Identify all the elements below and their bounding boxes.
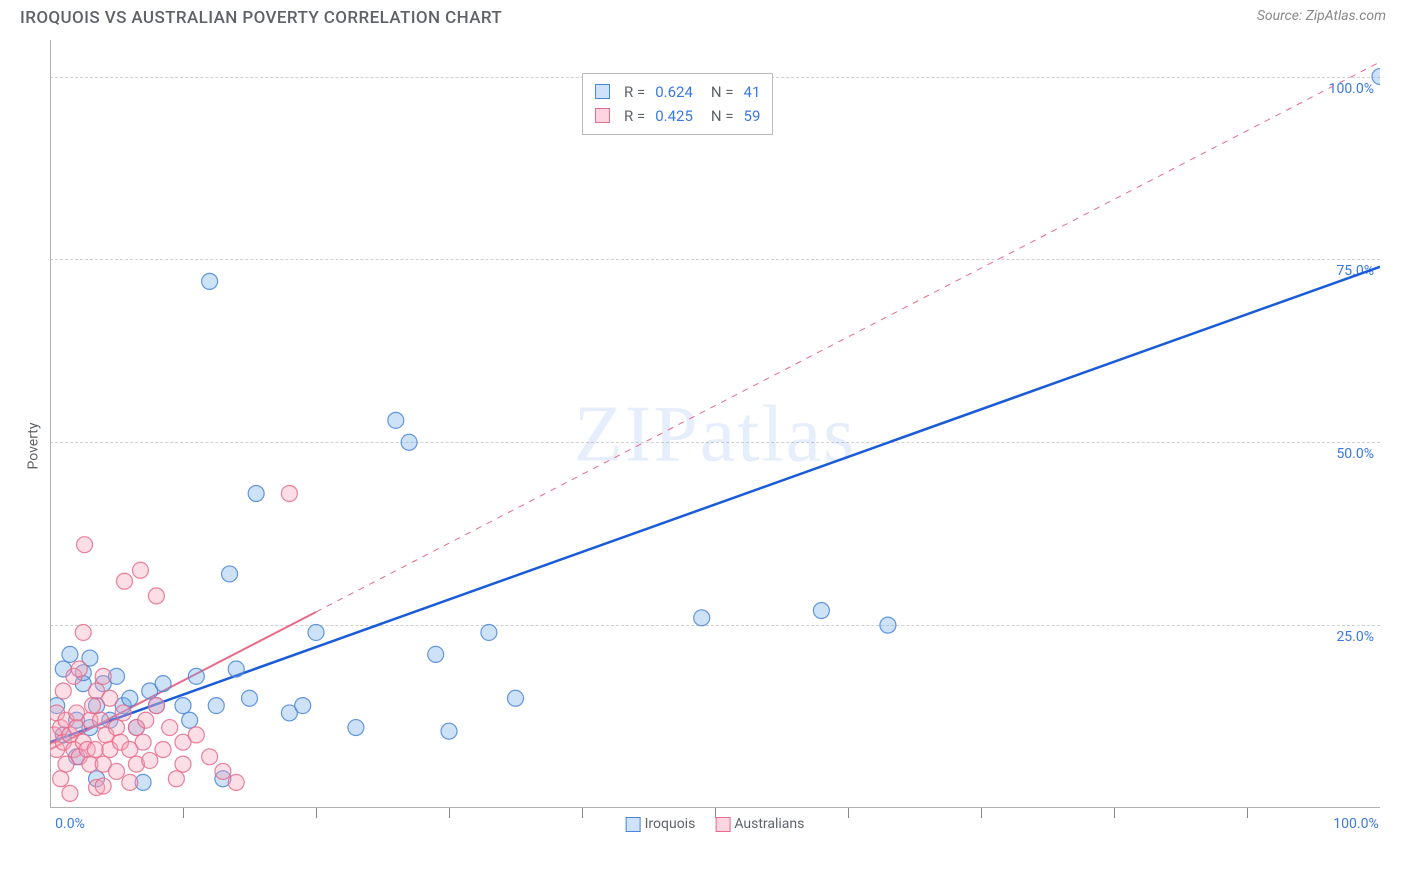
data-point — [148, 698, 164, 714]
data-point — [102, 690, 118, 706]
data-point — [202, 273, 218, 289]
data-point — [428, 646, 444, 662]
data-point — [122, 774, 138, 790]
stat-n-value: 59 — [744, 104, 761, 128]
data-point — [53, 771, 69, 787]
data-point — [148, 588, 164, 604]
data-point — [138, 712, 154, 728]
data-point — [248, 485, 264, 501]
data-point — [188, 668, 204, 684]
data-point — [175, 756, 191, 772]
data-point — [202, 749, 218, 765]
legend-swatch — [626, 817, 641, 832]
data-point — [77, 537, 93, 553]
data-point — [1372, 69, 1380, 85]
data-point — [109, 720, 125, 736]
chart-plot-area: 25.0%50.0%75.0%100.0%0.0%100.0%ZIPatlasI… — [50, 40, 1380, 830]
data-point — [880, 617, 896, 633]
data-point — [208, 698, 224, 714]
stats-swatch — [595, 84, 610, 99]
stat-r-value: 0.624 — [655, 80, 693, 104]
y-axis-label: Poverty — [26, 422, 42, 469]
chart-title: IROQUOIS VS AUSTRALIAN POVERTY CORRELATI… — [20, 8, 502, 28]
data-point — [222, 566, 238, 582]
data-point — [168, 771, 184, 787]
data-point — [116, 573, 132, 589]
data-point — [348, 720, 364, 736]
source-credit: Source: ZipAtlas.com — [1257, 8, 1386, 24]
legend-item: Australians — [715, 816, 804, 832]
data-point — [401, 434, 417, 450]
data-point — [95, 668, 111, 684]
stats-box: R =0.624 N =41R =0.425 N =59 — [582, 73, 773, 135]
stat-n-value: 41 — [744, 80, 761, 104]
stat-r-value: 0.425 — [655, 104, 693, 128]
stats-row: R =0.624 N =41 — [595, 80, 760, 104]
data-point — [228, 661, 244, 677]
data-point — [75, 624, 91, 640]
data-point — [162, 720, 178, 736]
data-point — [109, 763, 125, 779]
legend-item: Iroquois — [626, 816, 696, 832]
trendline-australians-dashed — [316, 62, 1380, 612]
data-point — [481, 624, 497, 640]
data-point — [694, 610, 710, 626]
data-point — [95, 778, 111, 794]
data-point — [813, 603, 829, 619]
data-point — [508, 690, 524, 706]
data-point — [188, 727, 204, 743]
data-point — [135, 734, 151, 750]
data-point — [388, 412, 404, 428]
trendline-iroquois — [50, 267, 1380, 742]
data-point — [93, 712, 109, 728]
data-point — [115, 705, 131, 721]
data-point — [281, 485, 297, 501]
data-point — [228, 774, 244, 790]
data-point — [55, 683, 71, 699]
data-point — [215, 763, 231, 779]
source-link[interactable]: ZipAtlas.com — [1306, 8, 1386, 24]
stats-row: R =0.425 N =59 — [595, 104, 760, 128]
data-point — [85, 698, 101, 714]
data-point — [242, 690, 258, 706]
data-point — [175, 698, 191, 714]
data-point — [308, 624, 324, 640]
data-point — [441, 723, 457, 739]
data-point — [62, 646, 78, 662]
stats-swatch — [595, 108, 610, 123]
legend-swatch — [715, 817, 730, 832]
data-point — [71, 661, 87, 677]
data-point — [182, 712, 198, 728]
data-point — [295, 698, 311, 714]
scatter-svg — [50, 40, 1380, 830]
data-point — [142, 752, 158, 768]
data-point — [155, 676, 171, 692]
data-point — [155, 741, 171, 757]
data-point — [132, 562, 148, 578]
data-point — [87, 741, 103, 757]
x-axis-legend: Iroquois Australians — [626, 816, 805, 832]
data-point — [122, 690, 138, 706]
data-point — [62, 785, 78, 801]
